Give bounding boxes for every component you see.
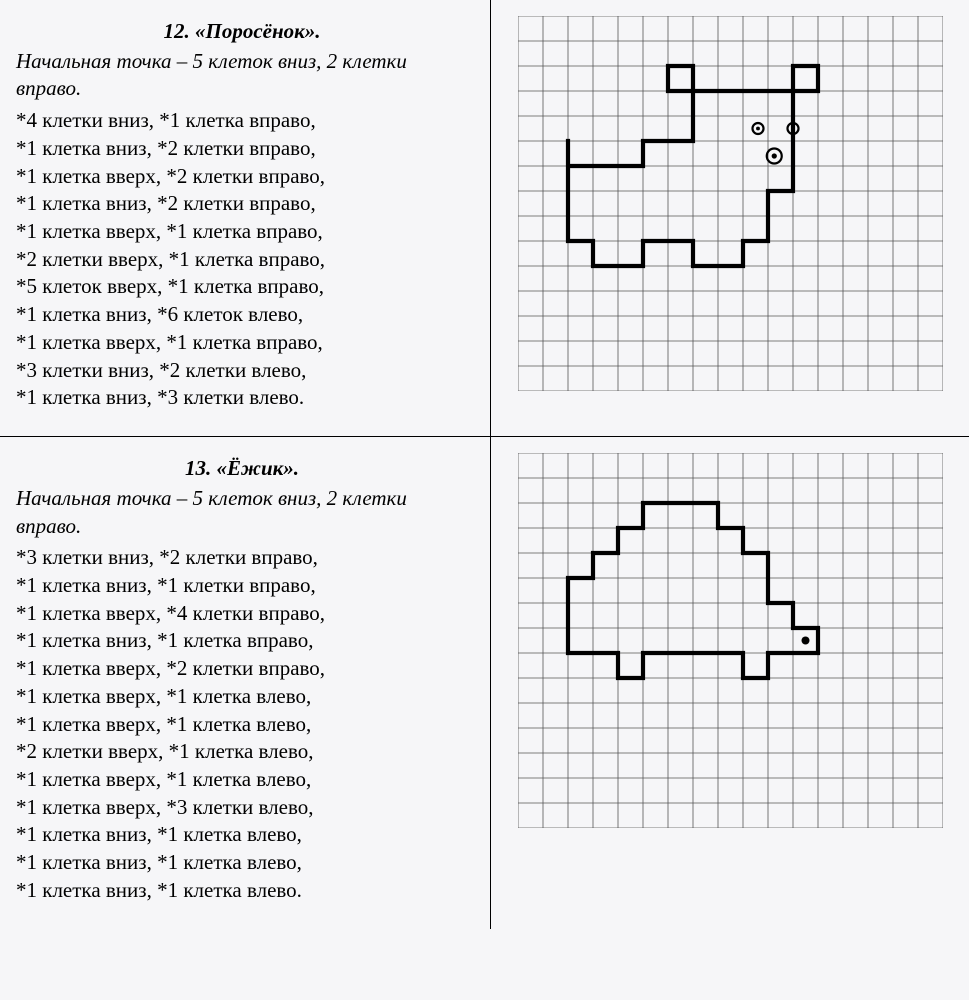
exercise-steps: *4 клетки вниз, *1 клетка вправо,*1 клет… (16, 107, 468, 412)
step-line: *1 клетка вниз, *2 клетки вправо, (16, 190, 468, 218)
exercise-steps: *3 клетки вниз, *2 клетки вправо,*1 клет… (16, 544, 468, 904)
worksheet-page: 12. «Поросёнок». Начальная точка – 5 кле… (0, 0, 969, 929)
exercise-12-grid (518, 16, 943, 391)
step-line: *1 клетка вверх, *2 клетки вправо, (16, 655, 468, 683)
step-line: *5 клеток вверх, *1 клетка вправо, (16, 273, 468, 301)
step-line: *1 клетка вверх, *1 клетка вправо, (16, 329, 468, 357)
step-line: *1 клетка вверх, *3 клетки влево, (16, 794, 468, 822)
step-line: *1 клетка вниз, *6 клеток влево, (16, 301, 468, 329)
exercise-title: 13. «Ёжик». (16, 455, 468, 483)
step-line: *2 клетки вверх, *1 клетка вправо, (16, 246, 468, 274)
step-line: *1 клетка вниз, *1 клетка влево, (16, 849, 468, 877)
step-line: *1 клетка вверх, *2 клетки вправо, (16, 163, 468, 191)
step-line: *1 клетка вверх, *1 клетка вправо, (16, 218, 468, 246)
step-line: *1 клетка вверх, *1 клетка влево, (16, 766, 468, 794)
exercise-start: Начальная точка – 5 клеток вниз, 2 клетк… (16, 48, 468, 103)
step-line: *2 клетки вверх, *1 клетка влево, (16, 738, 468, 766)
step-line: *1 клетка вниз, *2 клетки вправо, (16, 135, 468, 163)
step-line: *3 клетки вниз, *2 клетки вправо, (16, 544, 468, 572)
step-line: *1 клетка вверх, *1 клетка влево, (16, 711, 468, 739)
exercise-13-text: 13. «Ёжик». Начальная точка – 5 клеток в… (0, 437, 490, 929)
exercise-13-grid-cell (491, 437, 969, 929)
step-line: *1 клетка вниз, *1 клетка влево. (16, 877, 468, 905)
step-line: *1 клетка вверх, *4 клетки вправо, (16, 600, 468, 628)
exercise-12-text: 12. «Поросёнок». Начальная точка – 5 кле… (0, 0, 490, 436)
exercise-13-grid (518, 453, 943, 828)
step-line: *1 клетка вниз, *1 клетки вправо, (16, 572, 468, 600)
exercise-12-grid-cell (491, 0, 969, 436)
step-line: *1 клетка вверх, *1 клетка влево, (16, 683, 468, 711)
exercise-title: 12. «Поросёнок». (16, 18, 468, 46)
step-line: *1 клетка вниз, *1 клетка влево, (16, 821, 468, 849)
step-line: *4 клетки вниз, *1 клетка вправо, (16, 107, 468, 135)
exercise-start: Начальная точка – 5 клеток вниз, 2 клетк… (16, 485, 468, 540)
step-line: *1 клетка вниз, *1 клетка вправо, (16, 627, 468, 655)
step-line: *3 клетки вниз, *2 клетки влево, (16, 357, 468, 385)
step-line: *1 клетка вниз, *3 клетки влево. (16, 384, 468, 412)
